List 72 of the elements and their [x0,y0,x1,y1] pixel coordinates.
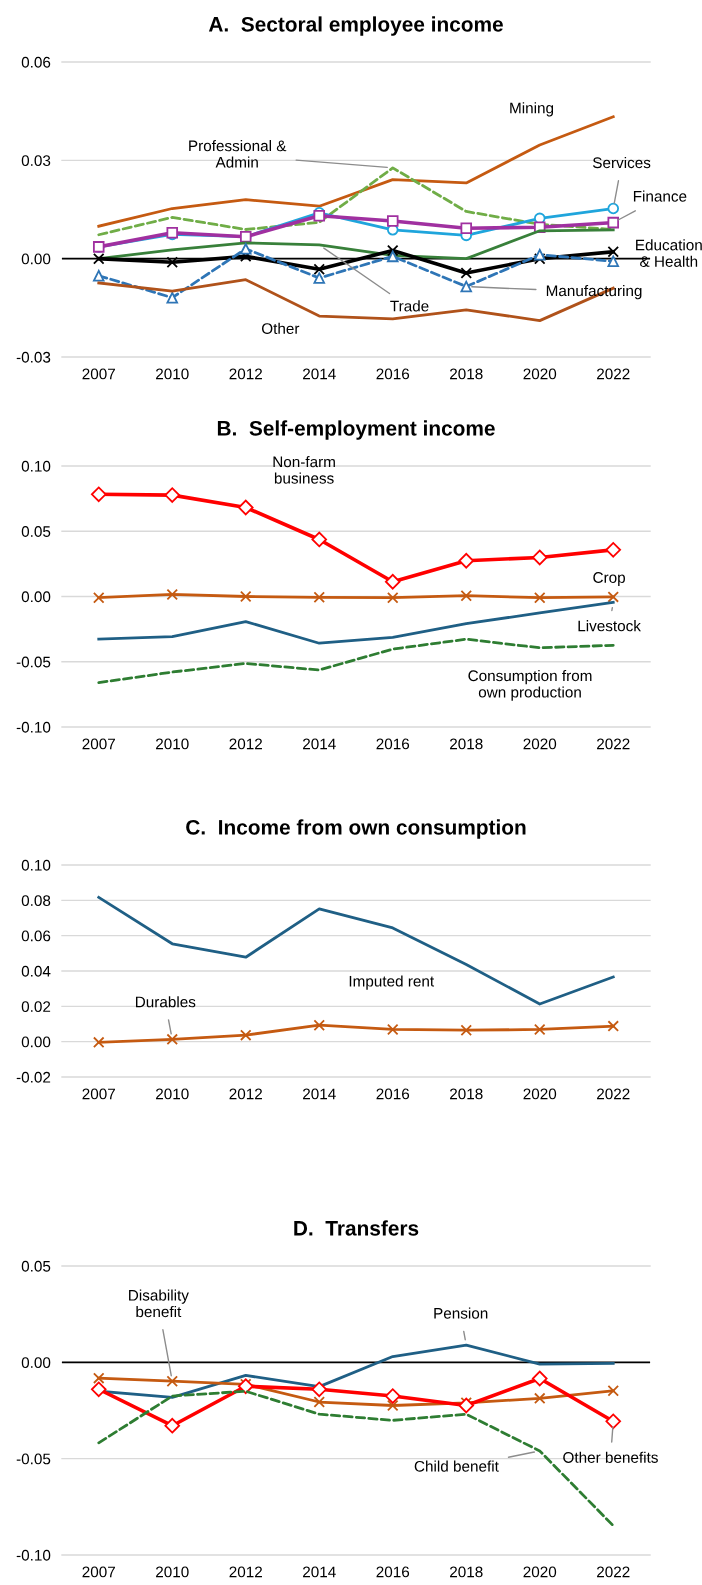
x-tick-label: 2018 [450,738,483,750]
text: Non-farm business [273,456,335,484]
x-tick-label: 2012 [229,738,262,750]
y-tick-label: 0.00 [21,253,51,265]
x-tick-label: 2020 [523,738,557,750]
x-tick-label: 2012 [229,1088,262,1100]
text: Pension [434,1307,488,1319]
x-tick-label: 2022 [597,1088,630,1100]
x-tick-label: 2007 [82,738,115,750]
chart-title: C. Income from own consumption [186,819,526,839]
x-tick-label: 2010 [156,738,189,750]
series-label: Other benefits [563,1451,658,1463]
y-tick-label: 0.00 [21,591,51,603]
y-tick-label: 0.08 [21,895,51,907]
text: Disability benefit [129,1289,189,1318]
x-tick-label: 2010 [156,1566,189,1578]
x-tick-label: 2016 [376,1566,410,1578]
x-tick-label: 2014 [303,738,336,750]
series-label: Other [261,322,300,335]
series-label: Livestock [578,620,641,632]
y-tick-label: 0.04 [21,965,51,977]
x-tick-label: 2020 [523,1566,557,1578]
x-tick-label: 2018 [450,368,483,380]
x-tick-label: 2022 [597,368,630,380]
y-tick-label: 0.06 [21,930,51,942]
x-tick-label: 2016 [376,368,410,380]
series-label: Crop [593,572,625,586]
y-tick-label: 0.10 [21,859,51,871]
text: Professional & Admin [189,140,287,168]
y-tick-label: 0.06 [21,56,51,68]
y-tick-label: -0.05 [16,656,51,668]
y-tick-label: -0.02 [16,1071,51,1083]
series-label: Consumption from own production [468,669,592,701]
text: Durables [135,996,196,1008]
y-tick-label: 0.02 [21,1001,51,1013]
y-tick-label: 0.05 [21,1260,51,1272]
series-label: Imputed rent [349,975,435,990]
x-tick-label: 2012 [229,1566,262,1578]
x-tick-label: 2007 [82,1088,115,1100]
x-tick-label: 2014 [303,368,336,380]
text: Trade [390,300,429,312]
x-tick-label: 2022 [597,1566,630,1578]
x-tick-label: 2016 [376,738,410,750]
x-tick-label: 2018 [450,1566,483,1578]
y-tick-label: 0.03 [21,155,51,167]
y-tick-label: -0.10 [16,721,51,733]
y-tick-label: 0.00 [21,1036,51,1048]
x-tick-label: 2018 [450,1088,483,1100]
x-tick-label: 2010 [156,368,189,380]
series-label: Mining [510,102,554,117]
x-tick-label: 2007 [82,368,115,380]
y-tick-label: 0.05 [21,526,51,537]
series-label: Finance [633,190,687,202]
x-tick-label: 2010 [156,1088,189,1100]
x-tick-label: 2020 [523,368,557,380]
x-tick-label: 2007 [82,1566,115,1578]
y-tick-label: 0.10 [21,460,51,472]
chart-title: B. Self-employment income [217,420,495,440]
chart-title: D. Transfers [294,1220,419,1236]
y-tick-label: -0.05 [16,1453,51,1465]
x-tick-label: 2022 [597,738,630,750]
x-tick-label: 2014 [303,1566,336,1578]
y-tick-label: 0.00 [21,1357,51,1369]
series-label: Child benefit [414,1460,499,1472]
x-tick-label: 2014 [303,1088,336,1100]
x-tick-label: 2012 [229,368,262,380]
y-tick-label: -0.03 [16,351,51,363]
y-tick-label: -0.10 [16,1549,51,1561]
x-tick-label: 2020 [523,1088,557,1100]
x-tick-label: 2016 [376,1088,410,1100]
chart-title: A. Sectoral employee income [208,16,503,36]
text: Services [592,156,651,169]
